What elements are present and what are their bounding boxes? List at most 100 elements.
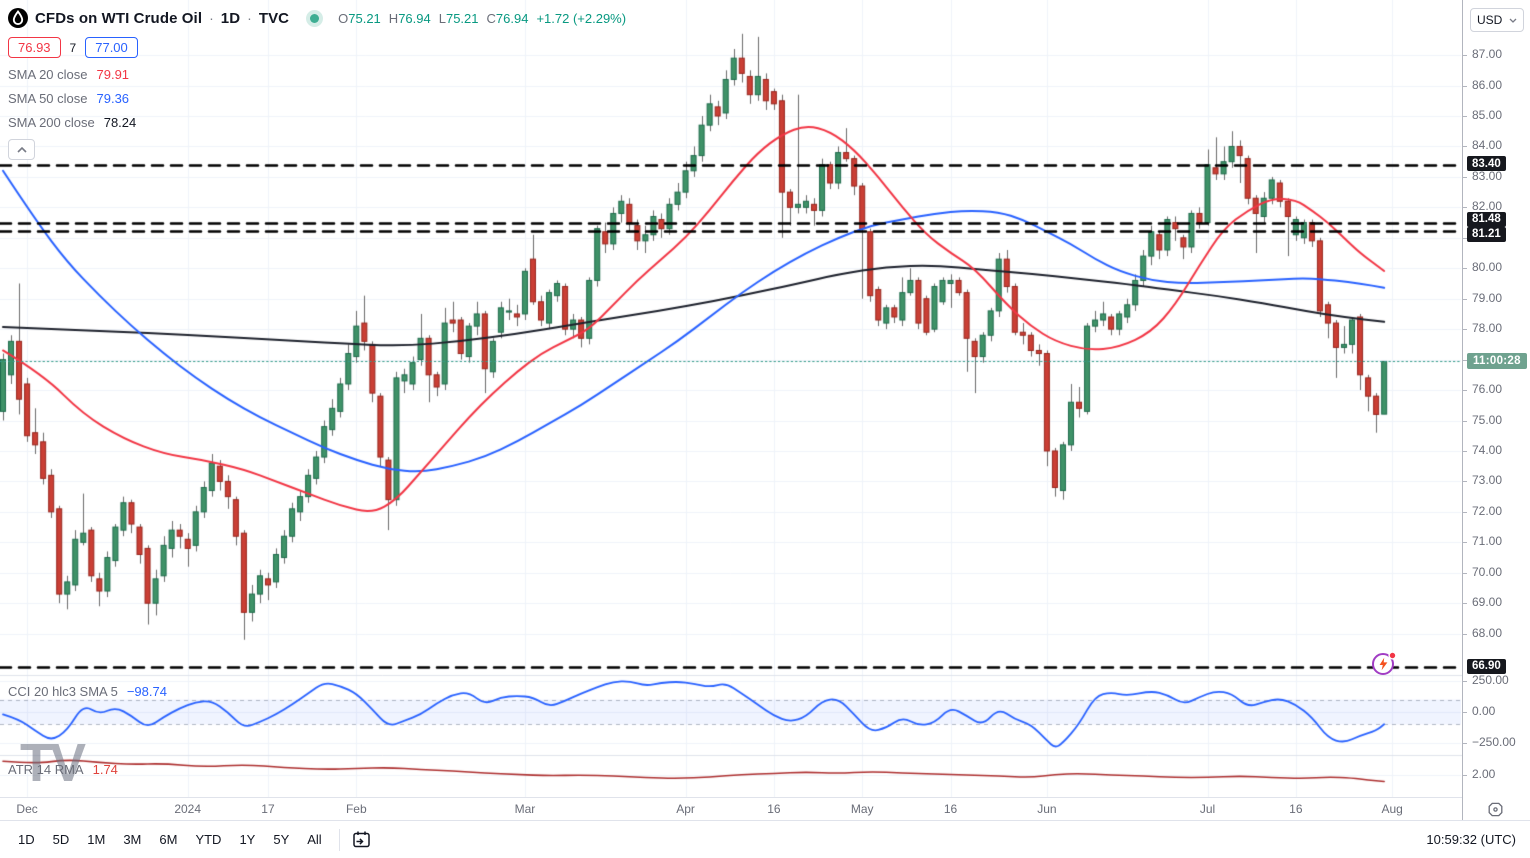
close-value: 76.94 [495,10,529,26]
interval-label[interactable]: 1D [220,9,241,27]
collapse-legend-button[interactable] [8,139,35,160]
indicator-row-cci[interactable]: CCI 20 hlc3 SMA 5 −98.74 [8,684,167,699]
open-value: 75.21 [348,10,381,26]
bar-countdown-label: 11:00:28 [1467,353,1527,370]
symbol-title[interactable]: CFDs on WTI Crude Oil [35,9,203,27]
toolbar-divider [338,828,340,851]
price-tickmark [1463,603,1467,605]
atr-value: 1.74 [92,762,118,777]
time-axis-label: Jun [1037,802,1057,816]
spread-value: 7 [69,40,77,55]
price-tickmark [1463,176,1467,178]
low-value: 75.21 [445,10,479,26]
price-tick-label: 80.00 [1472,260,1503,275]
high-label: H [388,10,399,26]
price-tickmark [1463,390,1467,392]
chevron-down-icon [1509,18,1517,23]
price-tick-label: 79.00 [1472,290,1503,305]
low-label: L [438,10,446,26]
time-axis-label: 17 [261,802,275,816]
price-level-label[interactable]: 81.48 [1467,211,1506,227]
price-tick-label: 83.00 [1472,168,1503,183]
chart-legend: CFDs on WTI Crude Oil · 1D · TVC O75.21 … [8,6,626,160]
utc-clock[interactable]: 10:59:32 (UTC) [1426,832,1516,847]
range-button-1D[interactable]: 1D [10,828,43,851]
open-label: O [338,10,349,26]
bottom-toolbar: 1D 5D 1M 3M 6M YTD 1Y 5Y All 10:59:32 (UTC) [0,820,1530,858]
price-tickmark [1463,268,1467,270]
title-separator: · [209,10,214,26]
price-tickmark [1463,359,1467,361]
indicator-row-atr[interactable]: ATR 14 RMA 1.74 [8,762,118,777]
cci-tickmark [1463,681,1467,682]
price-tickmark [1463,572,1467,574]
sma20-label: SMA 20 close [8,66,88,82]
range-button-6M[interactable]: 6M [151,828,185,851]
tradingview-watermark-logo: TV [20,733,86,793]
price-tick-label: 82.00 [1472,199,1503,214]
range-button-3M[interactable]: 3M [115,828,149,851]
lightning-alert-icon[interactable] [1370,650,1398,678]
price-tick-label: 74.00 [1472,442,1503,457]
price-tickmark [1463,85,1467,87]
price-tickmark [1463,55,1467,57]
price-tick-label: 87.00 [1472,47,1503,62]
time-axis-label: Mar [514,802,536,816]
price-tickmark [1463,207,1467,209]
price-axis[interactable]: USD 87.0086.0085.0084.0083.0082.0081.008… [1462,0,1530,820]
price-tick-label: 73.00 [1472,473,1503,488]
ohlc-values: O75.21 H76.94 L75.21 C76.94 +1.72 (+2.29… [338,11,626,26]
range-button-5D[interactable]: 5D [45,828,78,851]
price-tickmark [1463,237,1467,239]
time-axis-label: 2024 [174,802,202,816]
range-button-All[interactable]: All [299,828,329,851]
time-axis-label: Apr [676,802,695,816]
exchange-label[interactable]: TVC [258,9,290,27]
price-tickmark [1463,542,1467,544]
price-tick-label: 70.00 [1472,564,1503,579]
price-tickmark [1463,450,1467,452]
indicator-row-sma50[interactable]: SMA 50 close 79.36 [8,90,626,106]
range-button-1M[interactable]: 1M [79,828,113,851]
price-axis-settings-gear-icon[interactable] [1487,801,1504,823]
atr-tickmark [1463,775,1467,776]
indicator-row-sma200[interactable]: SMA 200 close 78.24 [8,114,626,130]
ask-price-button[interactable]: 77.00 [85,37,138,58]
main-chart-canvas[interactable] [0,0,1530,820]
indicator-row-sma20[interactable]: SMA 20 close 79.91 [8,66,626,82]
price-tick-label: 69.00 [1472,595,1503,610]
cci-tick-label: −250.00 [1472,735,1516,749]
time-axis-label: Jul [1199,802,1216,816]
time-axis[interactable]: Dec 2024 17 Feb Mar Apr 16 May 16 Jun Jul 16 Aug [0,797,1462,820]
price-tickmark [1463,420,1467,422]
atr-label: ATR 14 RMA [8,762,84,777]
price-level-label[interactable]: 83.40 [1467,156,1506,172]
cci-value: −98.74 [126,684,167,699]
sma50-value: 79.36 [96,90,130,106]
cci-tickmark [1463,743,1467,744]
price-level-label[interactable]: 66.90 [1467,658,1506,674]
currency-value: USD [1477,13,1503,27]
time-axis-label: 16 [943,802,958,816]
market-status-dot-icon[interactable] [310,13,320,23]
high-value: 76.94 [398,10,431,26]
price-tickmark [1463,298,1467,300]
atr-tick-label: 2.00 [1472,767,1496,781]
price-tick-label: 78.00 [1472,321,1503,336]
price-tick-label: 76.00 [1472,382,1503,397]
sma200-label: SMA 200 close [8,114,95,130]
price-tick-label: 84.00 [1472,138,1503,153]
price-level-label[interactable]: 81.21 [1467,226,1506,242]
range-button-5Y[interactable]: 5Y [265,828,297,851]
bid-price-button[interactable]: 76.93 [8,37,61,58]
range-button-YTD[interactable]: YTD [187,828,229,851]
price-tick-label: 85.00 [1472,108,1503,122]
go-to-date-calendar-icon[interactable] [349,827,374,852]
cci-label: CCI 20 hlc3 SMA 5 [8,684,118,699]
cci-tick-label: 0.00 [1472,704,1496,718]
currency-dropdown[interactable]: USD [1470,8,1524,32]
time-axis-label: May [850,802,874,816]
price-tickmark [1463,511,1467,513]
range-button-1Y[interactable]: 1Y [231,828,263,851]
